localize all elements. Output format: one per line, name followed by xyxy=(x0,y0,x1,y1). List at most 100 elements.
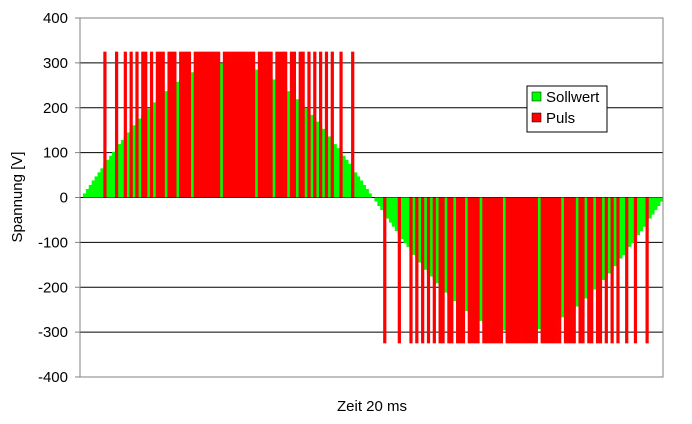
bar xyxy=(179,51,183,198)
bar xyxy=(135,51,139,198)
bar xyxy=(517,197,521,344)
bar xyxy=(619,197,623,259)
bar xyxy=(654,197,658,211)
bar xyxy=(123,51,127,198)
bar xyxy=(269,51,273,198)
bar xyxy=(426,197,431,344)
bar xyxy=(368,193,372,198)
bar xyxy=(409,197,413,344)
bar xyxy=(342,155,346,198)
bar xyxy=(348,163,352,198)
bar xyxy=(82,193,87,198)
bar xyxy=(222,51,227,198)
bar xyxy=(117,144,122,198)
bar xyxy=(403,197,407,244)
bar xyxy=(383,197,387,344)
bar xyxy=(429,197,434,277)
bar xyxy=(447,197,451,344)
bar xyxy=(249,51,253,198)
bar xyxy=(572,197,576,344)
legend-label: Sollwert xyxy=(546,89,600,106)
bar xyxy=(91,180,95,198)
bar xyxy=(418,197,422,263)
bar xyxy=(377,197,381,207)
bar xyxy=(543,197,547,344)
bar xyxy=(467,197,471,344)
bar xyxy=(397,197,401,344)
bar xyxy=(563,197,568,344)
bar xyxy=(636,197,640,236)
bar xyxy=(380,197,384,211)
y-tick-label: -400 xyxy=(38,369,68,386)
bar xyxy=(327,136,331,198)
bar xyxy=(488,197,492,344)
bar xyxy=(286,91,291,198)
legend-label: Puls xyxy=(546,110,575,127)
bar xyxy=(534,197,538,344)
bar xyxy=(607,197,611,274)
bar xyxy=(540,197,544,344)
bar xyxy=(339,51,343,198)
bar xyxy=(601,197,605,281)
bar xyxy=(578,197,582,344)
y-tick-label: 300 xyxy=(43,55,68,72)
bar xyxy=(289,51,294,198)
bar xyxy=(362,184,366,198)
bar xyxy=(141,51,145,198)
bar xyxy=(473,197,477,344)
bar xyxy=(555,197,559,344)
bar xyxy=(566,197,571,344)
bar xyxy=(333,144,337,198)
bar xyxy=(319,51,323,198)
bar xyxy=(257,51,262,198)
bar xyxy=(263,51,267,198)
bar xyxy=(351,51,355,198)
bar xyxy=(231,51,235,198)
labels: -400 -300 -200 -100 0 100 200 300 400 xyxy=(38,10,80,386)
bar xyxy=(628,197,632,247)
bars xyxy=(82,51,664,344)
y-tick-label: 100 xyxy=(43,145,68,162)
bar xyxy=(284,51,288,198)
bar xyxy=(295,99,299,198)
bar xyxy=(219,63,224,198)
bar xyxy=(281,51,285,198)
bar xyxy=(321,128,326,198)
bar xyxy=(552,197,556,344)
bar xyxy=(211,51,215,198)
bar xyxy=(523,197,527,344)
bar xyxy=(132,125,136,198)
bar xyxy=(158,51,162,198)
bar xyxy=(152,102,157,198)
bar xyxy=(167,51,171,198)
bar xyxy=(147,108,151,198)
bar xyxy=(511,197,515,344)
bar xyxy=(456,197,460,344)
bar xyxy=(584,197,588,299)
bar xyxy=(354,172,358,198)
bar xyxy=(633,197,638,344)
bar xyxy=(301,51,305,198)
bar xyxy=(88,184,92,198)
bar xyxy=(499,197,503,344)
bar xyxy=(356,176,361,198)
bar xyxy=(412,197,416,255)
bar xyxy=(438,197,442,344)
bar xyxy=(657,197,661,207)
bar xyxy=(85,188,90,198)
bar xyxy=(648,197,652,219)
bar xyxy=(453,197,457,302)
bar xyxy=(406,197,410,247)
bar xyxy=(479,197,483,321)
bar xyxy=(391,197,396,227)
bar xyxy=(190,72,194,198)
bar xyxy=(359,180,364,198)
bar xyxy=(170,51,174,198)
bar xyxy=(660,197,664,202)
legend-swatch xyxy=(531,112,542,123)
bar xyxy=(394,197,399,232)
bar xyxy=(625,197,629,344)
bar xyxy=(182,51,186,198)
bar xyxy=(593,197,597,290)
